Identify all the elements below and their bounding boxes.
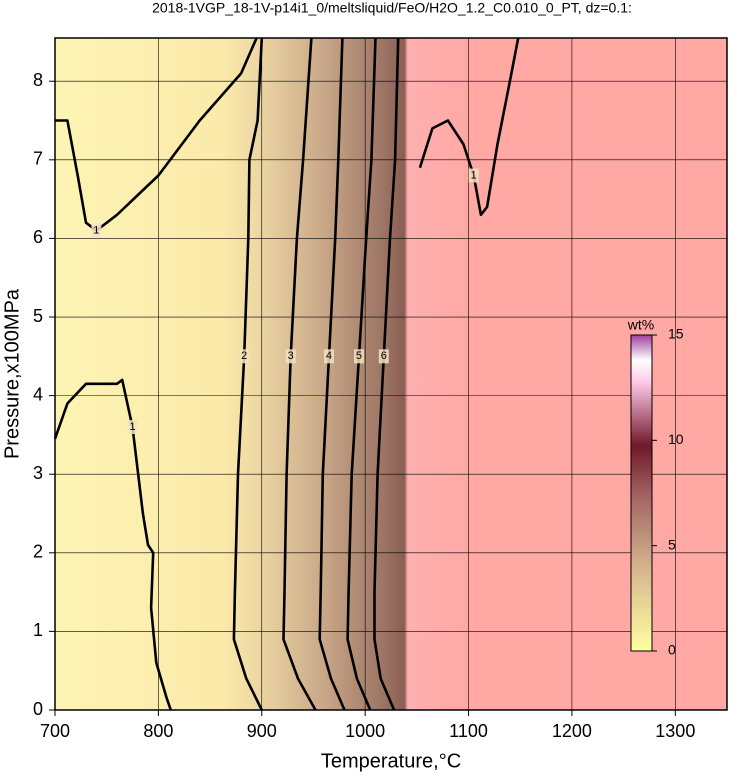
y-axis-label: Pressure,x100MPa xyxy=(1,288,23,459)
contour-label-bg xyxy=(378,349,389,364)
y-tick-label: 4 xyxy=(33,384,43,404)
contour-label: 4 xyxy=(326,350,332,362)
contour-label: 5 xyxy=(356,350,362,362)
x-tick-label: 1300 xyxy=(655,721,695,741)
colorbar-tick-label: 15 xyxy=(668,326,684,342)
contour-line xyxy=(282,37,317,711)
contour-line xyxy=(232,37,264,711)
contours: 1 1 1 2 3 4 5 6 xyxy=(53,37,520,711)
contour-line xyxy=(318,37,346,711)
y-tick-label: 6 xyxy=(33,227,43,247)
contour-label-bg xyxy=(353,349,364,364)
colorbar-tick-label: 5 xyxy=(668,536,676,552)
y-tick-label: 8 xyxy=(33,70,43,90)
colorbar-label: wt% xyxy=(627,317,654,333)
x-tick-label: 900 xyxy=(247,721,277,741)
contour-label-bg xyxy=(468,168,479,183)
contour-label-bg xyxy=(127,420,138,435)
contour-label: 1 xyxy=(129,421,135,433)
contour-label: 1 xyxy=(93,224,99,236)
contour-label-bg xyxy=(239,349,250,364)
plot-frame xyxy=(54,37,728,711)
y-tick-label: 1 xyxy=(33,620,43,640)
colorbar xyxy=(630,334,653,652)
contour-line xyxy=(55,37,258,232)
x-tick-label: 1200 xyxy=(552,721,592,741)
contour-label-bg xyxy=(91,223,102,238)
contour-line xyxy=(373,37,400,711)
x-tick-label: 700 xyxy=(40,721,70,741)
x-tick-label: 800 xyxy=(143,721,173,741)
colorbar-tick-label: 0 xyxy=(668,642,676,658)
y-tick-label: 3 xyxy=(33,463,43,483)
contour-label: 2 xyxy=(241,350,247,362)
x-axis-label: Temperature,°C xyxy=(321,750,461,772)
contour-label: 6 xyxy=(381,350,387,362)
colorbar-tick-label: 10 xyxy=(668,431,684,447)
y-tick-label: 5 xyxy=(33,306,43,326)
x-tick-label: 1100 xyxy=(449,721,488,741)
y-tick-label: 7 xyxy=(33,149,43,169)
contour-line xyxy=(346,37,377,711)
contour-label-bg xyxy=(285,349,296,364)
contour-label-bg xyxy=(323,349,334,364)
plot-background xyxy=(55,38,727,710)
y-tick-label: 0 xyxy=(33,699,43,719)
contour-line xyxy=(418,37,520,217)
contour-label: 3 xyxy=(288,350,294,362)
contour-label: 1 xyxy=(471,169,477,181)
chart-title: 2018-1VGP_18-1V-p14i1_0/meltsliquid/FeO/… xyxy=(152,0,632,16)
y-tick-label: 2 xyxy=(33,542,43,562)
x-tick-label: 1000 xyxy=(345,721,385,741)
contour-line xyxy=(53,378,173,711)
